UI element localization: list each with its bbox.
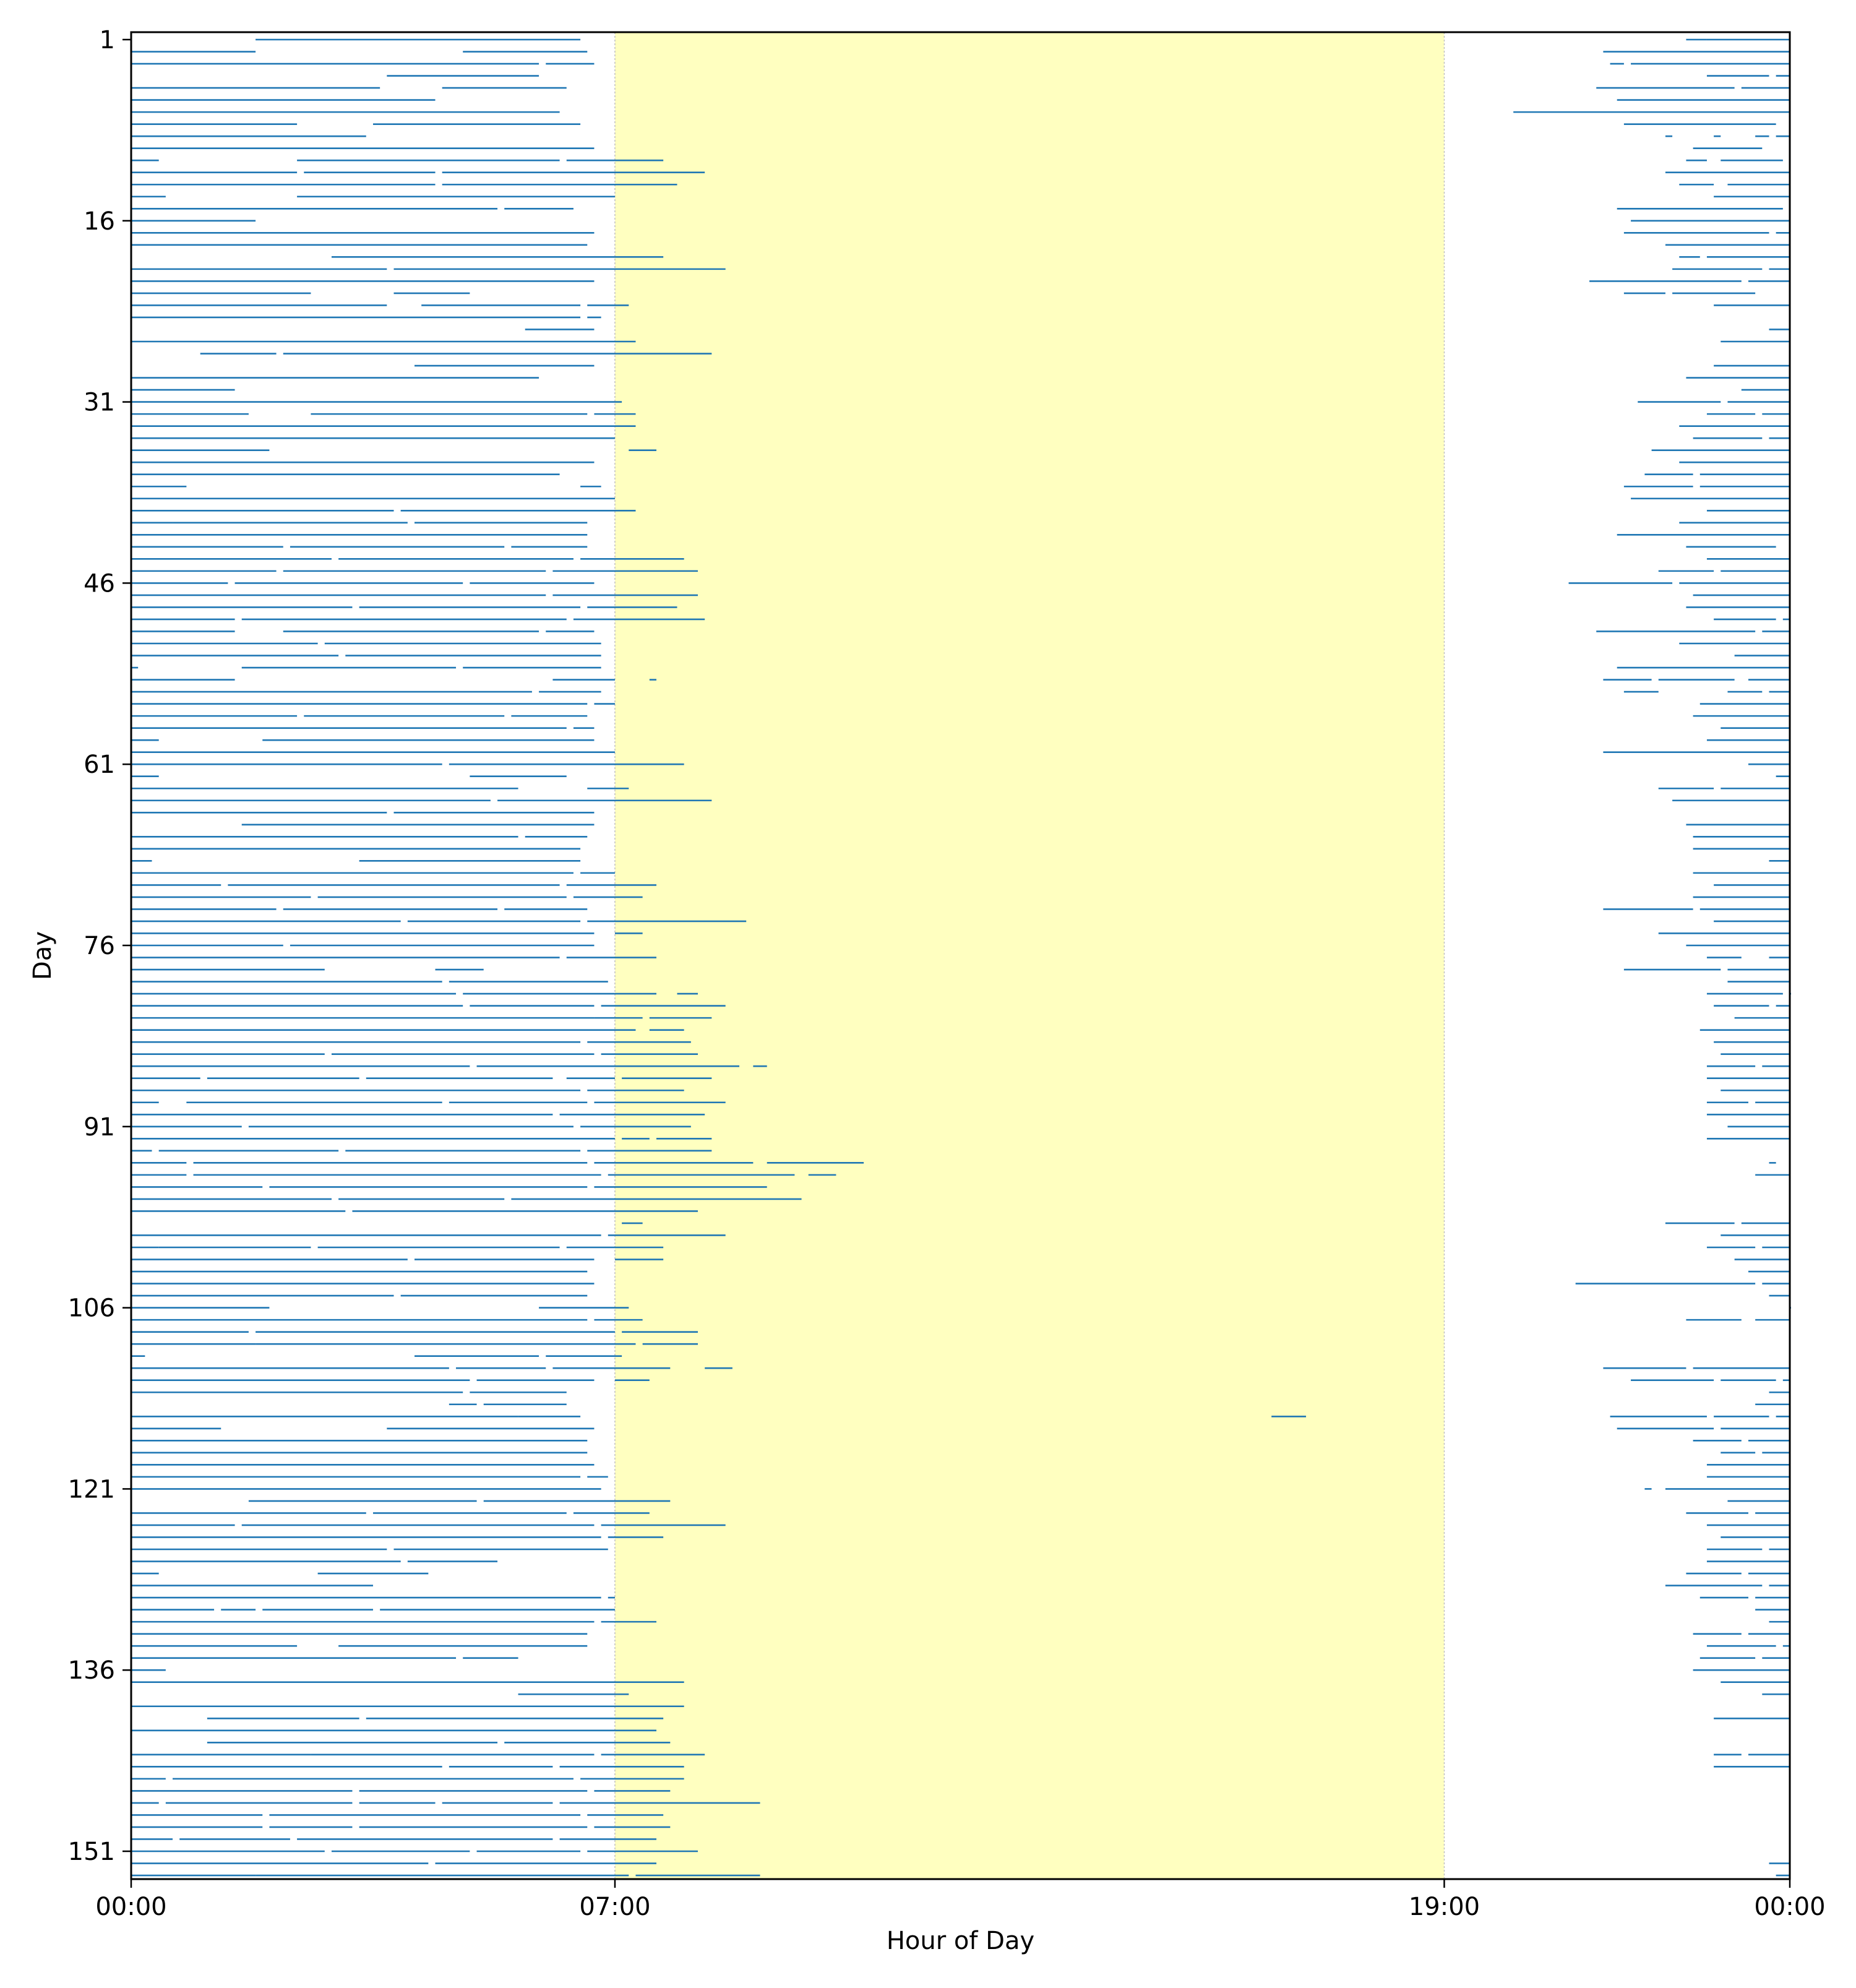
y-tick-label: 76	[84, 932, 115, 960]
y-tick-label: 91	[84, 1113, 115, 1142]
y-tick-label: 61	[84, 751, 115, 779]
y-tick-label: 106	[68, 1294, 115, 1323]
y-tick-label: 16	[84, 207, 115, 236]
y-tick-label: 1	[100, 26, 115, 54]
y-axis-title: Day	[28, 931, 57, 980]
x-tick-label: 19:00	[1409, 1893, 1480, 1921]
highlight-band-layer	[614, 32, 1445, 1879]
y-tick-label: 31	[84, 389, 115, 417]
y-axis-ticks: 1 16 31 46 61 76 91 106 121 136 151	[68, 26, 131, 1866]
highlight-band	[614, 32, 1445, 1879]
x-axis-title: Hour of Day	[887, 1927, 1034, 1955]
x-tick-label: 00:00	[95, 1893, 166, 1921]
interval-bars-layer	[131, 38, 1791, 1877]
plot-frame	[130, 31, 1791, 1880]
x-axis-ticks: 00:00 07:00 19:00 00:00	[95, 1879, 1826, 1921]
y-tick-label: 151	[68, 1838, 115, 1866]
y-tick-label: 121	[68, 1475, 115, 1504]
y-tick-label: 136	[68, 1656, 115, 1685]
x-tick-label: 00:00	[1754, 1893, 1825, 1921]
y-tick-label: 46	[84, 569, 115, 598]
x-tick-label: 07:00	[579, 1893, 650, 1921]
